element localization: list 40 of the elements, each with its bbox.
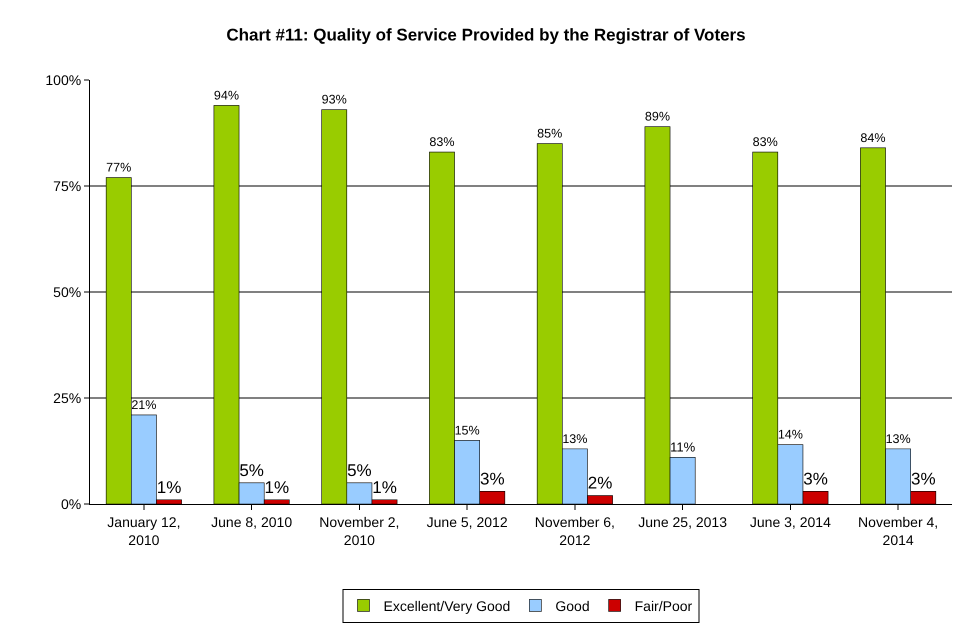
data-label: 14%	[778, 428, 803, 442]
data-label: 5%	[347, 460, 372, 480]
y-tick-label: 0%	[60, 496, 82, 512]
x-tick-label: June 5, 2012	[426, 514, 508, 530]
y-tick-label: 100%	[45, 72, 82, 88]
data-label: 21%	[131, 398, 156, 412]
x-tick-label: January 12, 2010	[107, 514, 180, 548]
data-label: 13%	[562, 432, 588, 446]
data-label: 5%	[239, 460, 264, 480]
data-label: 93%	[322, 92, 347, 107]
data-label: 2%	[588, 474, 612, 493]
legend-label: Fair/Poor	[634, 598, 693, 614]
x-tick-label: June 3, 2014	[750, 514, 832, 530]
data-label: 3%	[910, 469, 936, 488]
data-label: 1%	[156, 478, 182, 497]
y-tick-label: 25%	[53, 390, 82, 406]
data-label: 11%	[670, 439, 696, 454]
data-label: 85%	[537, 126, 562, 141]
chart-title: Chart #11: Quality of Service Provided by the Registrar of Voters	[226, 25, 746, 44]
x-tick-label: November 4, 2014	[858, 514, 938, 548]
legend-label: Excellent/Very Good	[384, 598, 510, 614]
data-label: 1%	[264, 478, 290, 497]
data-label: 3%	[803, 469, 828, 488]
data-label: 1%	[372, 478, 397, 497]
data-label: 15%	[454, 423, 480, 438]
x-tick-label: November 6, 2012	[534, 514, 615, 548]
data-label: 13%	[886, 432, 911, 446]
data-label: 77%	[106, 160, 132, 175]
legend-label: Good	[555, 598, 590, 614]
data-label: 84%	[860, 130, 886, 145]
y-tick-label: 75%	[53, 178, 82, 194]
data-label: 83%	[429, 135, 455, 150]
x-tick-label: November 2, 2010	[319, 514, 400, 548]
x-tick-label: June 25, 2013	[638, 514, 728, 530]
x-tick-label: June 8, 2010	[211, 514, 292, 530]
data-label: 89%	[644, 110, 670, 124]
y-tick-label: 50%	[53, 284, 82, 300]
data-label: 94%	[214, 88, 240, 102]
data-label: 83%	[752, 135, 778, 150]
data-label: 3%	[480, 469, 505, 488]
